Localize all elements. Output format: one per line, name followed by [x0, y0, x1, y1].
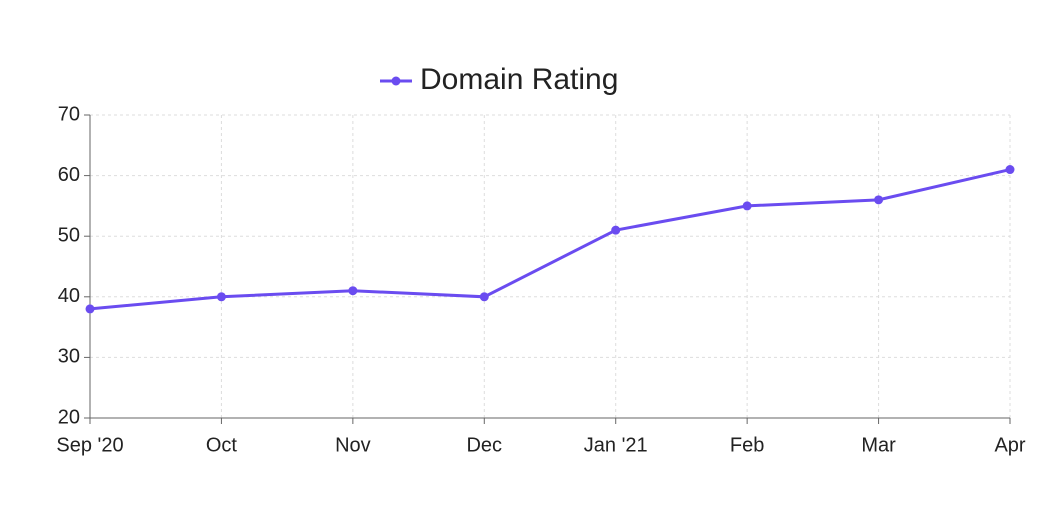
legend-label: Domain Rating	[420, 63, 618, 96]
x-tick-label: Mar	[861, 434, 896, 456]
y-tick-label: 50	[58, 224, 80, 246]
data-point	[742, 201, 752, 211]
data-point	[479, 292, 489, 302]
data-point	[1005, 165, 1015, 175]
x-tick-label: Sep '20	[56, 434, 123, 456]
y-tick-label: 60	[58, 164, 80, 186]
x-tick-label: Oct	[206, 434, 238, 456]
data-line	[89, 168, 1011, 311]
x-tick-label: Dec	[466, 434, 502, 456]
y-tick-label: 40	[58, 285, 80, 307]
data-point	[611, 225, 621, 235]
x-tick-label: Apr	[994, 434, 1025, 456]
data-point	[85, 304, 95, 314]
data-point	[874, 195, 884, 205]
legend-marker	[391, 76, 401, 86]
y-tick-label: 30	[58, 346, 80, 368]
x-tick-label: Jan '21	[584, 434, 648, 456]
y-tick-label: 70	[58, 103, 80, 125]
data-point	[216, 292, 226, 302]
y-tick-label: 20	[58, 406, 80, 428]
data-point	[348, 286, 358, 296]
x-tick-label: Nov	[335, 434, 371, 456]
x-tick-label: Feb	[730, 434, 764, 456]
